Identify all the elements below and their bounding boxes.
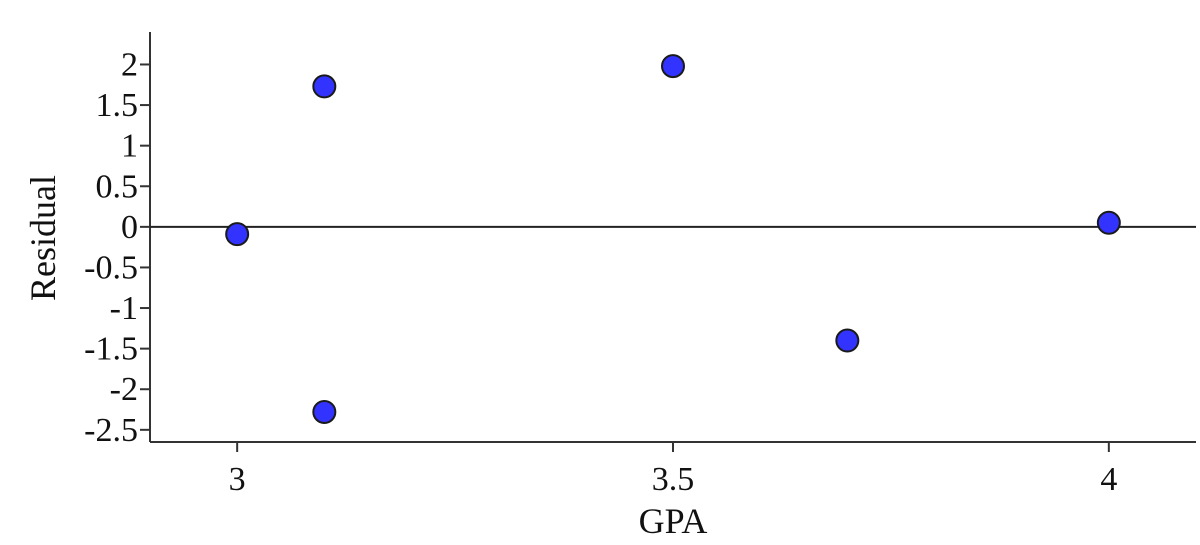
data-point [225,222,250,247]
y-tick-label: 1.5 [96,87,139,124]
y-tick-label: -2.5 [84,412,138,449]
y-tick-label: -1.5 [84,331,138,368]
x-tick-label: 4 [1100,461,1117,498]
y-tick-label: 0.5 [96,168,139,205]
x-tick-label: 3 [229,461,246,498]
y-axis-title: Residual [23,175,63,301]
y-tick-label: -1 [110,290,138,327]
y-tick-label: -2 [110,371,138,408]
x-tick-label: 3.5 [652,461,695,498]
y-tick-label: 1 [121,128,138,165]
y-tick-label: -0.5 [84,249,138,286]
data-point [312,74,337,99]
data-point [661,54,685,79]
y-tick-label: 0 [121,209,138,246]
data-points [225,54,1121,424]
y-tick-label: 2 [121,46,138,83]
data-point [835,328,860,353]
data-point [1096,210,1121,235]
data-point [312,399,337,424]
x-axis-title: GPA [639,501,708,540]
axes: 2 1.5 10.5 0-0.5 -1 -1.5-2 -2.5 3 3.5 4 [84,32,1196,498]
